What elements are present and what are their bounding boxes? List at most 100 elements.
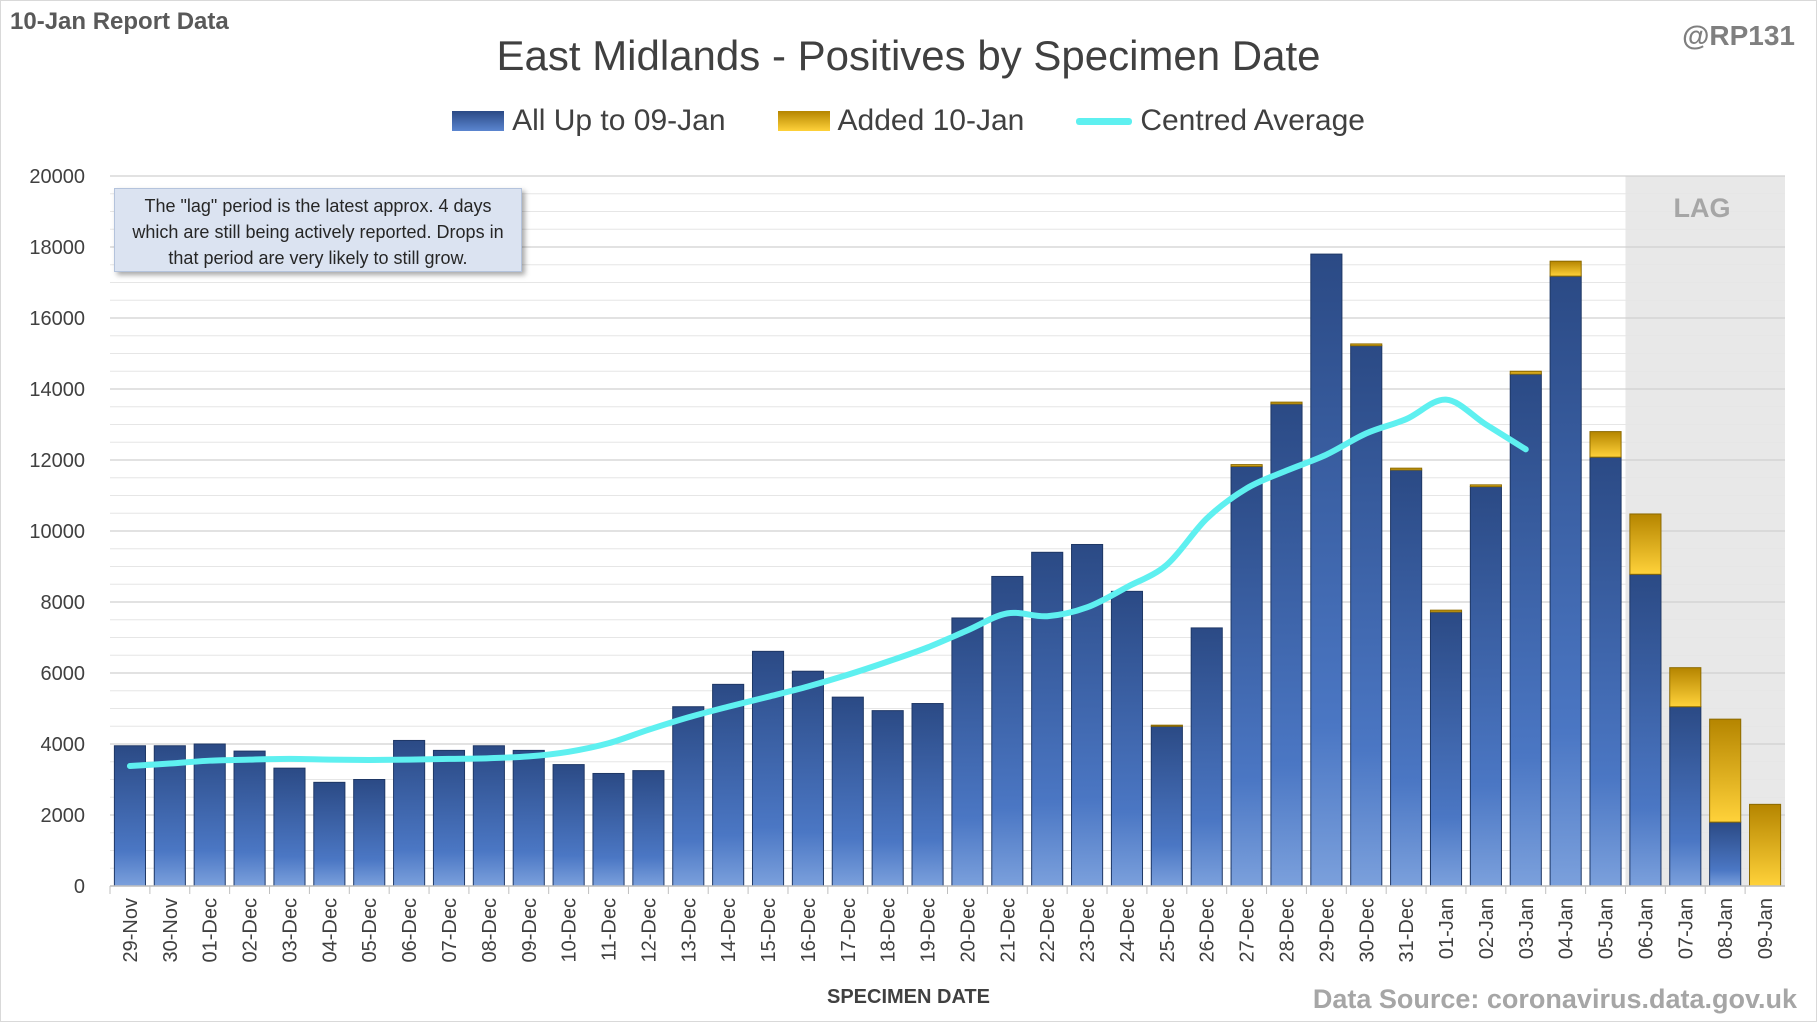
bar-base <box>911 703 944 887</box>
x-tick-label: 04-Dec <box>319 898 341 962</box>
x-tick-label: 08-Dec <box>479 898 501 962</box>
x-tick-label: 27-Dec <box>1237 898 1259 962</box>
bar-base <box>552 764 585 887</box>
x-tick-label: 30-Nov <box>160 898 182 962</box>
y-tick-label: 12000 <box>29 450 85 472</box>
x-tick-label: 23-Dec <box>1077 898 1099 962</box>
chart-title: East Midlands - Positives by Specimen Da… <box>496 32 1321 79</box>
x-tick-label: 30-Dec <box>1356 898 1378 962</box>
bar-added <box>1589 431 1622 458</box>
bar-base <box>1110 590 1144 887</box>
x-tick-label: 06-Jan <box>1635 898 1657 959</box>
x-tick-label: 18-Dec <box>878 898 900 962</box>
x-tick-label: 13-Dec <box>678 898 700 962</box>
bar-added <box>1270 401 1303 405</box>
bar-added <box>1669 667 1702 708</box>
bar-added <box>1749 803 1782 887</box>
bar-base <box>1230 465 1263 887</box>
legend-swatch-base <box>452 111 505 131</box>
x-tick-label: 05-Jan <box>1596 898 1618 959</box>
bar-base <box>1629 573 1662 887</box>
bar-added <box>1709 718 1742 823</box>
x-axis-title: SPECIMEN DATE <box>827 986 990 1008</box>
bar-base <box>791 670 824 887</box>
bar-base <box>1150 725 1183 887</box>
bar-base <box>831 696 864 887</box>
bar-base <box>353 779 386 887</box>
x-tick-label: 25-Dec <box>1157 898 1179 962</box>
y-tick-label: 4000 <box>41 734 86 756</box>
x-tick-label: 07-Jan <box>1675 898 1697 959</box>
x-tick-label: 19-Dec <box>918 898 940 962</box>
bar-added <box>1509 370 1542 375</box>
bar-added <box>1549 260 1582 277</box>
x-tick-label: 15-Dec <box>758 898 780 962</box>
x-tick-label: 21-Dec <box>997 898 1019 962</box>
bar-base <box>313 781 346 887</box>
author-handle: @RP131 <box>1682 20 1795 51</box>
x-tick-label: 01-Dec <box>200 898 222 962</box>
x-tick-label: 04-Jan <box>1556 898 1578 959</box>
bar-base <box>512 749 545 887</box>
bar-base <box>1190 627 1223 887</box>
bar-base <box>273 767 306 887</box>
bar-added <box>1350 343 1383 347</box>
bar-base <box>1390 469 1423 887</box>
bar-added <box>1230 464 1263 467</box>
bar-base <box>393 739 426 887</box>
bar-base <box>751 650 785 887</box>
bar-base <box>432 749 466 887</box>
bar-base <box>1709 821 1742 887</box>
x-tick-label: 28-Dec <box>1276 898 1298 962</box>
bar-base <box>991 575 1024 887</box>
x-tick-label: 03-Dec <box>279 898 301 962</box>
y-tick-label: 6000 <box>41 663 86 685</box>
x-tick-label: 16-Dec <box>798 898 820 962</box>
x-tick-label: 31-Dec <box>1396 898 1418 962</box>
x-tick-label: 02-Dec <box>240 898 262 962</box>
bar-base <box>1031 551 1064 887</box>
bar-base <box>871 710 904 887</box>
y-tick-label: 2000 <box>41 805 86 827</box>
y-tick-label: 8000 <box>41 592 86 614</box>
y-tick-label: 20000 <box>29 166 85 188</box>
legend-swatch-average <box>1076 117 1133 125</box>
bar-base <box>472 745 505 887</box>
y-tick-label: 18000 <box>29 237 85 259</box>
x-tick-label: 22-Dec <box>1037 898 1059 962</box>
y-tick-label: 0 <box>74 876 85 898</box>
bar-added <box>1469 484 1502 488</box>
legend-label-base: All Up to 09-Jan <box>512 104 726 137</box>
bar-base <box>113 745 146 887</box>
legend-label-added: Added 10-Jan <box>837 104 1025 137</box>
x-tick-label: 17-Dec <box>838 898 860 962</box>
y-tick-label: 14000 <box>29 379 85 401</box>
data-source: Data Source: coronavirus.data.gov.uk <box>1312 984 1797 1014</box>
legend-item-added: Added 10-Jan <box>777 104 1025 138</box>
x-tick-label: 01-Jan <box>1436 898 1458 959</box>
bar-added <box>1390 467 1423 471</box>
x-tick-label: 07-Dec <box>439 898 461 962</box>
bar-base <box>672 706 705 887</box>
x-tick-label: 10-Dec <box>559 898 581 962</box>
bar-base <box>1429 611 1463 887</box>
y-tick-label: 10000 <box>29 521 85 543</box>
bar-base <box>1310 253 1343 887</box>
bar-base <box>1589 456 1622 887</box>
bar-base <box>1509 373 1542 887</box>
legend-swatch-added <box>777 111 830 131</box>
report-tag: 10-Jan Report Data <box>10 8 229 35</box>
x-tick-label: 02-Jan <box>1476 898 1498 959</box>
x-tick-label: 14-Dec <box>718 898 740 962</box>
y-tick-label: 16000 <box>29 308 85 330</box>
bar-base <box>951 617 984 887</box>
x-tick-label: 29-Nov <box>120 898 142 962</box>
x-tick-label: 08-Jan <box>1715 898 1737 959</box>
legend-label-average: Centred Average <box>1140 104 1365 137</box>
x-tick-label: 20-Dec <box>957 898 979 962</box>
bar-base <box>632 770 665 887</box>
x-tick-label: 24-Dec <box>1117 898 1139 962</box>
bar-added <box>1629 513 1662 575</box>
bar-base <box>233 750 266 887</box>
